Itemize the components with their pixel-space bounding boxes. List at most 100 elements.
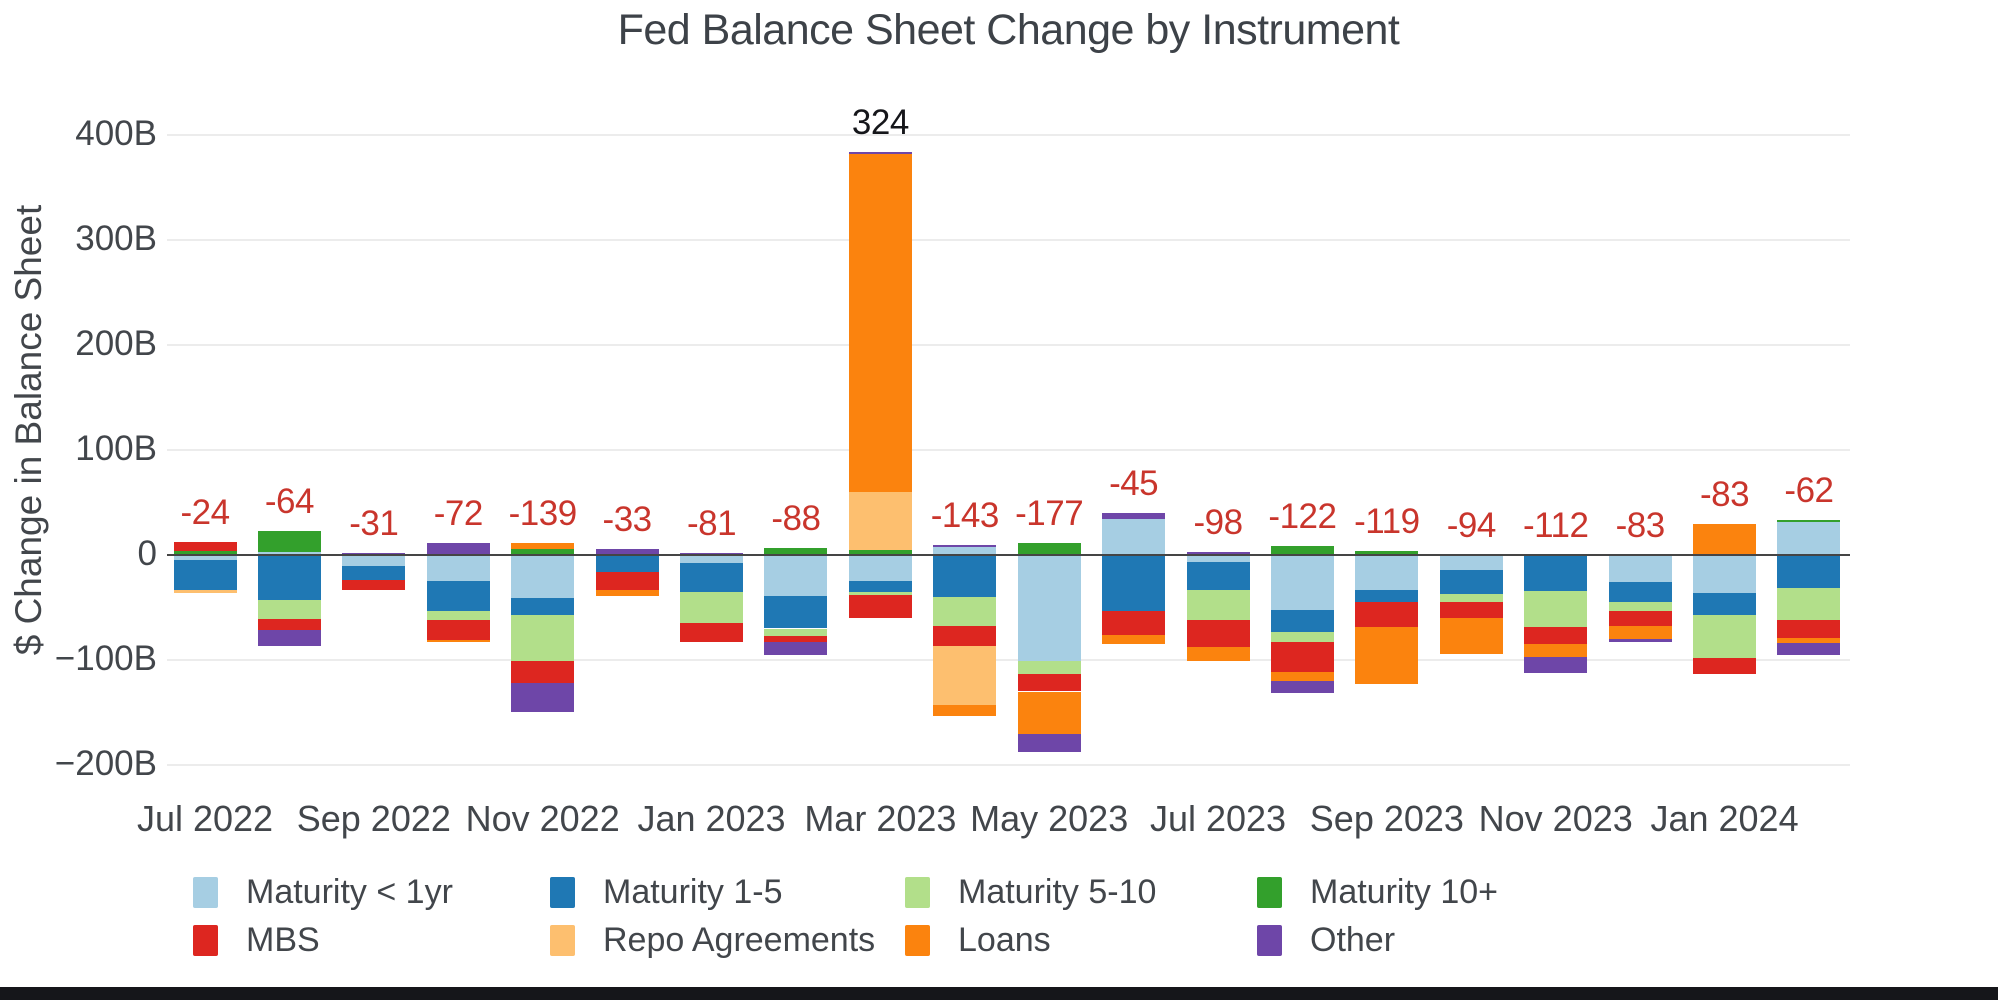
- bar-segment[interactable]: [1186, 647, 1250, 662]
- bar-segment[interactable]: [1439, 602, 1503, 618]
- bar-segment[interactable]: [1439, 555, 1503, 570]
- legend-label[interactable]: Maturity < 1yr: [246, 873, 453, 911]
- bar-segment[interactable]: [680, 623, 744, 643]
- bar-segment[interactable]: [1608, 555, 1672, 583]
- legend-swatch-maturity-1yr[interactable]: [193, 877, 218, 908]
- bar-segment[interactable]: [1102, 519, 1166, 555]
- bar-segment[interactable]: [1524, 656, 1588, 673]
- bar-segment[interactable]: [426, 543, 490, 555]
- bar-segment[interactable]: [1524, 555, 1588, 591]
- bar-segment[interactable]: [1524, 590, 1588, 628]
- bar-segment[interactable]: [1608, 626, 1672, 639]
- bar-segment[interactable]: [848, 492, 912, 550]
- bar-segment[interactable]: [1439, 618, 1503, 654]
- bar-segment[interactable]: [1693, 614, 1757, 658]
- bar-segment[interactable]: [1355, 589, 1419, 603]
- bar-segment[interactable]: [1270, 681, 1334, 693]
- bar-segment[interactable]: [764, 628, 828, 636]
- bar-segment[interactable]: [511, 614, 575, 662]
- legend-swatch-loans[interactable]: [905, 925, 930, 956]
- bar-segment[interactable]: [1524, 644, 1588, 657]
- bar-segment[interactable]: [257, 629, 321, 647]
- bar-segment[interactable]: [1693, 592, 1757, 615]
- bar-segment[interactable]: [1777, 555, 1841, 588]
- bar-segment[interactable]: [511, 548, 575, 555]
- bar-segment[interactable]: [1693, 523, 1757, 555]
- bar-segment[interactable]: [933, 597, 997, 627]
- legend-swatch-maturity-1-5[interactable]: [550, 877, 575, 908]
- bar-segment[interactable]: [933, 555, 997, 597]
- bar-segment[interactable]: [1270, 555, 1334, 610]
- bar-segment[interactable]: [1777, 637, 1841, 644]
- bar-segment[interactable]: [1186, 555, 1250, 563]
- bar-segment[interactable]: [680, 552, 744, 555]
- bar-segment[interactable]: [1777, 522, 1841, 555]
- bar-segment[interactable]: [1693, 555, 1757, 593]
- bar-segment[interactable]: [173, 555, 237, 561]
- bar-segment[interactable]: [257, 530, 321, 552]
- bar-segment[interactable]: [511, 543, 575, 549]
- bar-segment[interactable]: [1186, 562, 1250, 590]
- bar-segment[interactable]: [342, 565, 406, 581]
- bar-segment[interactable]: [933, 626, 997, 647]
- bar-segment[interactable]: [933, 646, 997, 706]
- bar-segment[interactable]: [1102, 555, 1166, 611]
- bar-segment[interactable]: [511, 661, 575, 684]
- legend-label[interactable]: Maturity 10+: [1310, 873, 1499, 911]
- bar-segment[interactable]: [1102, 610, 1166, 635]
- bar-segment[interactable]: [764, 595, 828, 629]
- bar-segment[interactable]: [1186, 589, 1250, 621]
- legend-label[interactable]: Maturity 5-10: [958, 873, 1157, 911]
- bar-segment[interactable]: [426, 581, 490, 611]
- bar-segment[interactable]: [426, 620, 490, 641]
- bar-segment[interactable]: [426, 610, 490, 621]
- legend-swatch-repo-agreements[interactable]: [550, 925, 575, 956]
- bar-segment[interactable]: [1270, 642, 1334, 672]
- bar-segment[interactable]: [1777, 520, 1841, 523]
- bar-segment[interactable]: [680, 555, 744, 564]
- bar-segment[interactable]: [1186, 551, 1250, 555]
- bar-segment[interactable]: [257, 555, 321, 601]
- bar-segment[interactable]: [1017, 543, 1081, 555]
- bar-segment[interactable]: [1693, 657, 1757, 674]
- bar-segment[interactable]: [1017, 691, 1081, 734]
- bar-segment[interactable]: [933, 544, 997, 547]
- bar-segment[interactable]: [848, 555, 912, 582]
- bar-segment[interactable]: [1355, 550, 1419, 555]
- bar-segment[interactable]: [1777, 587, 1841, 621]
- bar-segment[interactable]: [1102, 634, 1166, 645]
- bar-segment[interactable]: [764, 642, 828, 655]
- bar-segment[interactable]: [933, 705, 997, 716]
- bar-segment[interactable]: [342, 555, 406, 566]
- bar-segment[interactable]: [595, 589, 659, 596]
- bar-segment[interactable]: [511, 598, 575, 615]
- legend-swatch-maturity-5-10[interactable]: [905, 877, 930, 908]
- bar-segment[interactable]: [1608, 582, 1672, 603]
- legend-label[interactable]: Repo Agreements: [603, 921, 876, 959]
- bar-segment[interactable]: [1524, 627, 1588, 645]
- bar-segment[interactable]: [764, 547, 828, 555]
- bar-segment[interactable]: [342, 580, 406, 590]
- legend-label[interactable]: Maturity 1-5: [603, 873, 783, 911]
- bar-segment[interactable]: [1355, 627, 1419, 685]
- bar-segment[interactable]: [1608, 602, 1672, 611]
- bar-segment[interactable]: [680, 563, 744, 592]
- bar-segment[interactable]: [764, 555, 828, 596]
- bar-segment[interactable]: [1355, 555, 1419, 590]
- bar-segment[interactable]: [1777, 620, 1841, 638]
- bar-segment[interactable]: [1608, 610, 1672, 627]
- bar-segment[interactable]: [595, 548, 659, 555]
- bar-segment[interactable]: [848, 594, 912, 618]
- legend-swatch-other[interactable]: [1257, 925, 1282, 956]
- legend-label[interactable]: Loans: [958, 921, 1051, 959]
- bar-segment[interactable]: [848, 153, 912, 492]
- legend-label[interactable]: MBS: [246, 921, 320, 959]
- bar-segment[interactable]: [1355, 602, 1419, 628]
- bar-segment[interactable]: [426, 640, 490, 643]
- bar-segment[interactable]: [257, 551, 321, 555]
- bar-segment[interactable]: [257, 619, 321, 630]
- bar-segment[interactable]: [173, 542, 237, 551]
- bar-segment[interactable]: [173, 589, 237, 593]
- bar-segment[interactable]: [1777, 643, 1841, 655]
- bar-segment[interactable]: [173, 560, 237, 590]
